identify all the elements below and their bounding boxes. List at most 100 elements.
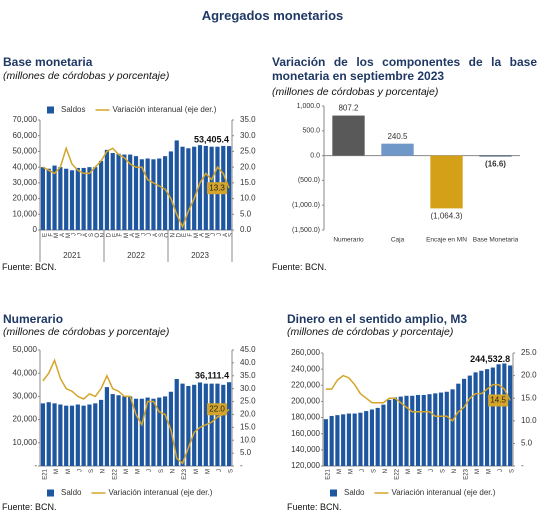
x-tick-label: J: [147, 233, 153, 236]
bar: [104, 149, 110, 230]
bar: [346, 413, 351, 466]
bar: [157, 158, 162, 230]
x-tick-label: E: [42, 233, 48, 237]
chart-title: Base monetaria: [3, 55, 93, 69]
value-label: 244,532.8: [470, 354, 510, 364]
y2-tick-label: 25.0: [240, 147, 256, 156]
bar: [110, 394, 115, 466]
x-tick-label: M: [194, 233, 200, 238]
bar: [87, 404, 92, 466]
y-tick-label: (1,000.0): [292, 202, 320, 209]
y2-tick-label: 0.0: [240, 225, 252, 234]
x-tick-label: E: [182, 233, 188, 237]
y-tick-label: 10,000: [13, 438, 38, 447]
value-label-box: [207, 403, 228, 416]
bar: [162, 396, 168, 466]
bar: [508, 365, 513, 466]
x-tick-label: J: [147, 469, 153, 472]
y2-tick-label: 10.0: [240, 435, 256, 444]
bar: [490, 367, 495, 466]
chart-source: Fuente: BCN.: [287, 502, 342, 512]
y-tick-label: 50,000: [13, 345, 38, 354]
bar: [110, 153, 115, 230]
x-tick-label: E23: [182, 468, 188, 479]
x-tick-label: N: [170, 469, 176, 473]
x-tick-label: E22: [395, 468, 401, 479]
legend-label: Variación interanual (eje der.): [112, 105, 216, 114]
x-tick-label: F: [48, 233, 54, 237]
bar: [186, 148, 191, 230]
x-tick-label: M: [205, 233, 211, 238]
y-tick-label: 30,000: [13, 178, 38, 187]
bar: [40, 167, 46, 230]
bar: [139, 159, 144, 230]
x-tick-label: A: [130, 233, 136, 237]
bar: [46, 168, 51, 230]
y-tick-label: 60,000: [13, 131, 38, 140]
x-tick-label: Base Monetaria: [473, 237, 519, 244]
line: [42, 145, 230, 229]
value-label: 13.3: [209, 183, 225, 192]
bar: [226, 382, 232, 466]
bar: [186, 385, 191, 466]
bar: [467, 375, 472, 466]
x-tick-label: M: [487, 469, 493, 474]
bar: [430, 155, 463, 209]
y-tick-label: 260,000: [291, 348, 320, 357]
x-tick-label: S: [159, 469, 165, 473]
x-tick-label: J: [77, 233, 83, 236]
chart-title: Dinero en el sentido amplio, M3: [287, 312, 468, 326]
bar: [364, 411, 369, 466]
bar: [479, 370, 484, 466]
bar: [64, 405, 69, 466]
x-tick-label: O: [95, 233, 101, 238]
x-tick-label: E21: [42, 468, 48, 479]
x-tick-label: J: [360, 469, 366, 472]
bar: [192, 384, 197, 466]
x-tick-label: M: [66, 233, 72, 238]
bar: [75, 404, 80, 466]
x-tick-label: Caja: [391, 237, 405, 244]
x-tick-label: J: [72, 233, 78, 236]
y2-tick-label: 25.0: [240, 397, 256, 406]
y2-tick-label: 15.0: [521, 393, 537, 402]
bar: [335, 415, 340, 466]
chart-title: Numerario: [3, 312, 64, 326]
x-tick-label: M: [418, 469, 424, 474]
y-tick-label: 220,000: [291, 380, 320, 389]
y2-tick-label: 15.0: [240, 178, 256, 187]
bar: [128, 396, 133, 466]
y2-tick-label: 35.0: [240, 115, 256, 124]
y-tick-label: 180,000: [291, 413, 320, 422]
y-tick-label: 240,000: [291, 364, 320, 373]
x-tick-label: N: [170, 233, 176, 237]
bar: [180, 146, 185, 230]
bar: [415, 394, 421, 466]
chart-subtitle: (millones de córdobas y porcentaje): [3, 70, 170, 82]
x-tick-label: A: [200, 233, 206, 237]
chart-source: Fuente: BCN.: [272, 262, 327, 272]
bar: [69, 405, 75, 466]
bar: [433, 393, 438, 466]
y2-tick-label: 30.0: [240, 384, 256, 393]
x-tick-label: S: [229, 469, 235, 473]
x-tick-label: F: [118, 233, 124, 237]
x-tick-label: M: [136, 233, 142, 238]
bar: [358, 412, 363, 466]
bar: [461, 378, 467, 466]
bar: [162, 156, 168, 230]
x-tick-label: N: [452, 469, 458, 473]
bar: [122, 154, 127, 230]
y-tick-label: 0: [33, 225, 38, 234]
x-group-label: 2022: [127, 251, 145, 260]
x-tick-label: N: [383, 469, 389, 473]
x-tick-label: E: [112, 233, 118, 237]
x-tick-label: S: [89, 233, 95, 237]
y-tick-label: 40,000: [13, 162, 38, 171]
x-tick-label: E22: [112, 468, 118, 479]
y-tick-label: 10,000: [13, 209, 38, 218]
bar: [369, 409, 375, 466]
value-label: 14.5: [490, 396, 506, 405]
bar: [392, 397, 398, 466]
